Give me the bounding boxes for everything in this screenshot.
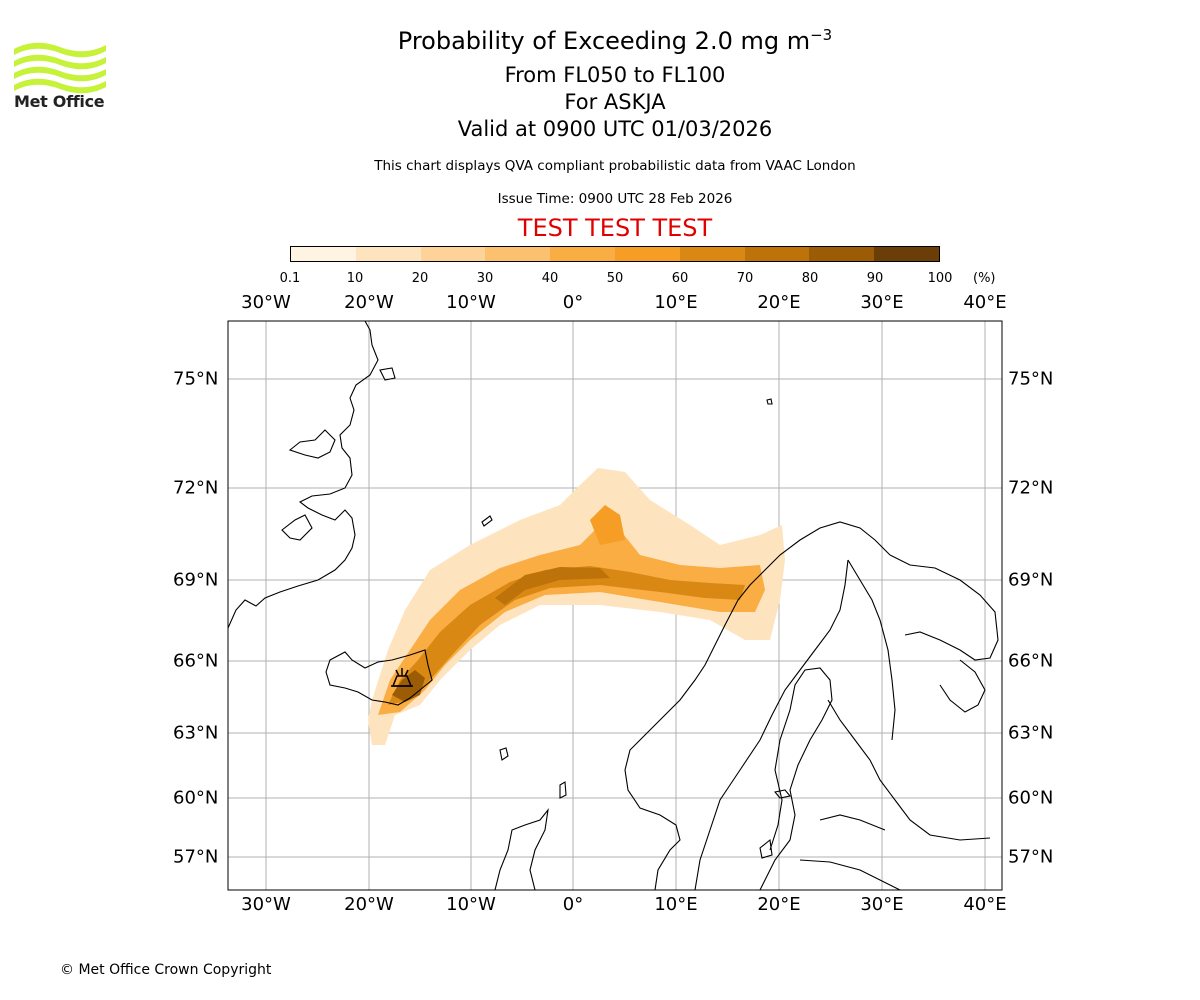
logo-wordmark: Met Office [14, 92, 105, 111]
coast-iceland [325, 649, 433, 706]
colorbar-tick-label: 100 [927, 271, 953, 286]
latitude-label: 66°N [173, 650, 219, 672]
colorbar-bin [679, 247, 745, 261]
longitude-label: 20°W [344, 894, 394, 915]
colorbar-bin [485, 247, 551, 261]
longitude-label: 10°E [654, 894, 698, 915]
valid-time: Valid at 0900 UTC 01/03/2026 [457, 117, 773, 141]
colorbar-bin [550, 247, 615, 261]
colorbar-tick-label: 0.1 [279, 271, 301, 286]
longitude-label: 20°E [757, 894, 801, 915]
latitude-label: 72°N [1008, 477, 1054, 499]
volcano-name: For ASKJA [564, 90, 666, 114]
data-source-note: This chart displays QVA compliant probab… [374, 158, 856, 174]
ash-plume [368, 468, 785, 745]
plume-center [590, 505, 625, 545]
issue-time: Issue Time: 0900 UTC 28 Feb 2026 [497, 191, 733, 207]
latitude-label: 63°N [1008, 722, 1054, 744]
latitude-label: 66°N [1008, 650, 1054, 672]
latitude-label: 57°N [1008, 846, 1054, 868]
colorbar-tick-label: 60 [671, 271, 689, 286]
plume-low [368, 468, 785, 745]
border-scandinavia [694, 559, 849, 890]
colorbar-tick-label: 70 [736, 271, 754, 286]
colorbar-bin [809, 247, 875, 261]
longitude-label: 10°W [446, 894, 496, 915]
longitude-label: 0° [562, 894, 584, 915]
longitude-label: 30°W [241, 894, 291, 915]
flight-levels: From FL050 to FL100 [504, 63, 726, 87]
latitude-label: 69°N [173, 569, 219, 591]
colorbar-bin [874, 247, 939, 261]
latitude-label: 75°N [1008, 368, 1054, 390]
latitude-label: 75°N [173, 368, 219, 390]
coast-scotland [494, 808, 549, 890]
latitude-label: 63°N [173, 722, 219, 744]
colorbar [290, 246, 940, 262]
plume-mid [378, 525, 765, 715]
colorbar-tick-label: 40 [541, 271, 559, 286]
coast-kola [889, 554, 999, 661]
latitude-label: 69°N [1008, 569, 1054, 591]
colorbar-unit: (%) [973, 271, 996, 286]
colorbar-tick-label: 30 [476, 271, 494, 286]
longitude-label: 40°E [963, 292, 1007, 313]
chart-title: Probability of Exceeding 2.0 mg m−3 [397, 26, 833, 55]
coast-norway [624, 521, 891, 890]
colorbar-bin [614, 247, 680, 261]
latitude-label: 60°N [173, 787, 219, 809]
longitude-label: 0° [562, 292, 584, 313]
longitude-label: 10°E [654, 292, 698, 313]
colorbar-tick-label: 50 [606, 271, 624, 286]
colorbar-tick-label: 20 [411, 271, 429, 286]
colorbar-bin [355, 247, 421, 261]
longitude-label: 30°E [860, 292, 904, 313]
colorbar-tick-label: 80 [801, 271, 819, 286]
coast-finland [827, 699, 991, 841]
latitude-label: 72°N [173, 477, 219, 499]
longitude-label: 40°E [963, 894, 1007, 915]
copyright: © Met Office Crown Copyright [60, 962, 272, 978]
test-banner: TEST TEST TEST [517, 214, 713, 242]
colorbar-tick-label: 10 [346, 271, 364, 286]
latitude-label: 57°N [173, 846, 219, 868]
latitude-label: 60°N [1008, 787, 1054, 809]
longitude-label: 10°W [446, 292, 496, 313]
coastlines [228, 321, 999, 890]
volcano-icon [391, 668, 413, 687]
longitude-label: 20°E [757, 292, 801, 313]
longitude-label: 30°E [860, 894, 904, 915]
longitude-label: 30°W [241, 292, 291, 313]
colorbar-bin [744, 247, 810, 261]
colorbar-tick-label: 90 [866, 271, 884, 286]
plume-peak-2 [495, 567, 610, 605]
plume-high [388, 566, 745, 705]
met-office-logo [14, 42, 106, 94]
map-frame [227, 320, 1003, 891]
colorbar-bin [420, 247, 486, 261]
coast-sweden [759, 667, 833, 890]
coast-greenland [228, 321, 379, 629]
longitude-label: 20°W [344, 292, 394, 313]
colorbar-bin [291, 247, 356, 261]
